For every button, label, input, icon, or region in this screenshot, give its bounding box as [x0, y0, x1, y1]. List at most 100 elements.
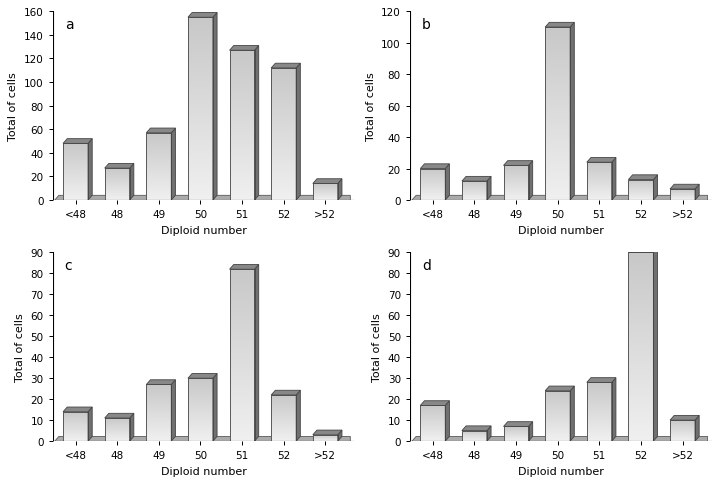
Polygon shape: [420, 420, 445, 421]
Polygon shape: [230, 273, 255, 274]
Polygon shape: [670, 196, 695, 197]
Polygon shape: [230, 365, 255, 366]
X-axis label: Diploid number: Diploid number: [161, 466, 246, 476]
Polygon shape: [587, 425, 612, 426]
Polygon shape: [545, 428, 570, 429]
Polygon shape: [146, 390, 171, 391]
Polygon shape: [230, 377, 255, 378]
Polygon shape: [629, 421, 653, 422]
Polygon shape: [545, 147, 570, 148]
Polygon shape: [670, 197, 695, 198]
Polygon shape: [230, 437, 255, 438]
Polygon shape: [230, 311, 255, 312]
Polygon shape: [545, 181, 570, 182]
Polygon shape: [271, 401, 296, 402]
Polygon shape: [146, 404, 171, 405]
Polygon shape: [670, 194, 695, 195]
Polygon shape: [587, 423, 612, 424]
Polygon shape: [629, 305, 653, 306]
Polygon shape: [629, 401, 653, 402]
Polygon shape: [230, 440, 255, 441]
Polygon shape: [230, 299, 255, 300]
Polygon shape: [587, 172, 612, 173]
Polygon shape: [188, 392, 213, 393]
Polygon shape: [230, 315, 255, 316]
Polygon shape: [545, 90, 570, 91]
Polygon shape: [63, 428, 88, 429]
Polygon shape: [629, 381, 653, 382]
Polygon shape: [188, 434, 213, 435]
Polygon shape: [545, 154, 570, 155]
Polygon shape: [420, 172, 445, 173]
Polygon shape: [271, 413, 296, 414]
Polygon shape: [545, 439, 570, 440]
Polygon shape: [545, 99, 570, 100]
Polygon shape: [629, 440, 653, 441]
Polygon shape: [629, 355, 653, 356]
Polygon shape: [188, 439, 213, 440]
Polygon shape: [545, 117, 570, 118]
Polygon shape: [462, 189, 487, 190]
Polygon shape: [88, 407, 92, 441]
Polygon shape: [420, 422, 445, 423]
Polygon shape: [63, 415, 88, 416]
Polygon shape: [420, 430, 445, 431]
Polygon shape: [629, 286, 653, 287]
Polygon shape: [629, 385, 653, 386]
Polygon shape: [420, 175, 445, 176]
Polygon shape: [503, 168, 528, 169]
Polygon shape: [503, 432, 528, 433]
Polygon shape: [629, 438, 653, 439]
Polygon shape: [188, 408, 213, 409]
Polygon shape: [188, 410, 213, 411]
Polygon shape: [587, 412, 612, 413]
Polygon shape: [545, 116, 570, 117]
Polygon shape: [629, 388, 653, 389]
Polygon shape: [587, 417, 612, 418]
Polygon shape: [587, 415, 612, 416]
Polygon shape: [545, 171, 570, 172]
Polygon shape: [230, 333, 255, 334]
X-axis label: Diploid number: Diploid number: [518, 466, 603, 476]
Polygon shape: [63, 424, 88, 425]
Polygon shape: [420, 407, 445, 408]
Polygon shape: [420, 426, 445, 427]
Polygon shape: [230, 271, 255, 272]
Polygon shape: [104, 427, 130, 428]
Polygon shape: [503, 427, 528, 428]
Polygon shape: [587, 195, 612, 196]
Polygon shape: [629, 390, 653, 391]
Polygon shape: [271, 402, 296, 403]
Polygon shape: [545, 38, 570, 39]
Polygon shape: [146, 438, 171, 439]
Polygon shape: [629, 361, 653, 362]
Polygon shape: [230, 420, 255, 421]
Polygon shape: [545, 47, 570, 48]
Polygon shape: [420, 183, 445, 184]
Polygon shape: [545, 179, 570, 180]
Polygon shape: [312, 435, 338, 436]
Polygon shape: [462, 182, 487, 183]
Polygon shape: [545, 121, 570, 122]
Polygon shape: [629, 336, 653, 337]
Polygon shape: [545, 45, 570, 46]
Polygon shape: [312, 180, 342, 184]
Polygon shape: [230, 291, 255, 292]
Polygon shape: [629, 340, 653, 341]
Polygon shape: [146, 413, 171, 414]
Polygon shape: [63, 416, 88, 417]
Polygon shape: [545, 67, 570, 68]
Polygon shape: [545, 437, 570, 438]
Polygon shape: [104, 419, 130, 420]
Polygon shape: [545, 169, 570, 170]
Polygon shape: [587, 440, 612, 441]
Polygon shape: [462, 431, 487, 432]
Polygon shape: [545, 81, 570, 82]
Polygon shape: [545, 135, 570, 136]
Polygon shape: [230, 309, 255, 310]
Polygon shape: [587, 182, 612, 183]
Polygon shape: [629, 194, 653, 195]
Polygon shape: [545, 61, 570, 62]
Polygon shape: [462, 191, 487, 192]
Polygon shape: [629, 314, 653, 315]
